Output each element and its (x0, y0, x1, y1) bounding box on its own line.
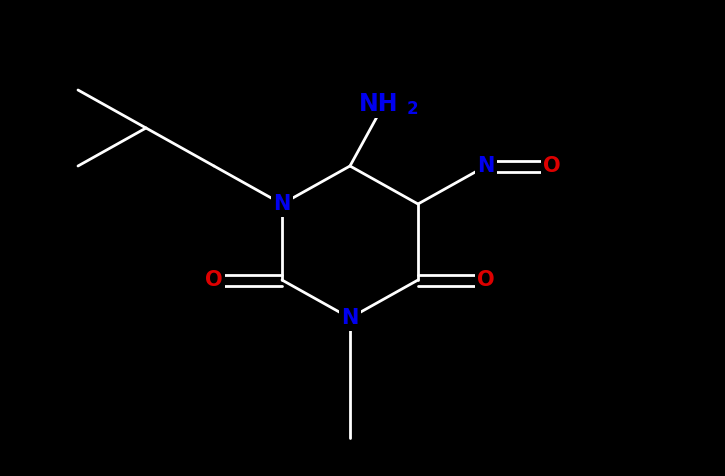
Text: 2: 2 (406, 100, 418, 118)
Text: O: O (543, 156, 561, 176)
Text: N: N (341, 308, 359, 328)
Text: N: N (273, 194, 291, 214)
Text: O: O (205, 270, 223, 290)
Text: NH: NH (360, 92, 399, 116)
Text: N: N (477, 156, 494, 176)
Text: O: O (477, 270, 494, 290)
